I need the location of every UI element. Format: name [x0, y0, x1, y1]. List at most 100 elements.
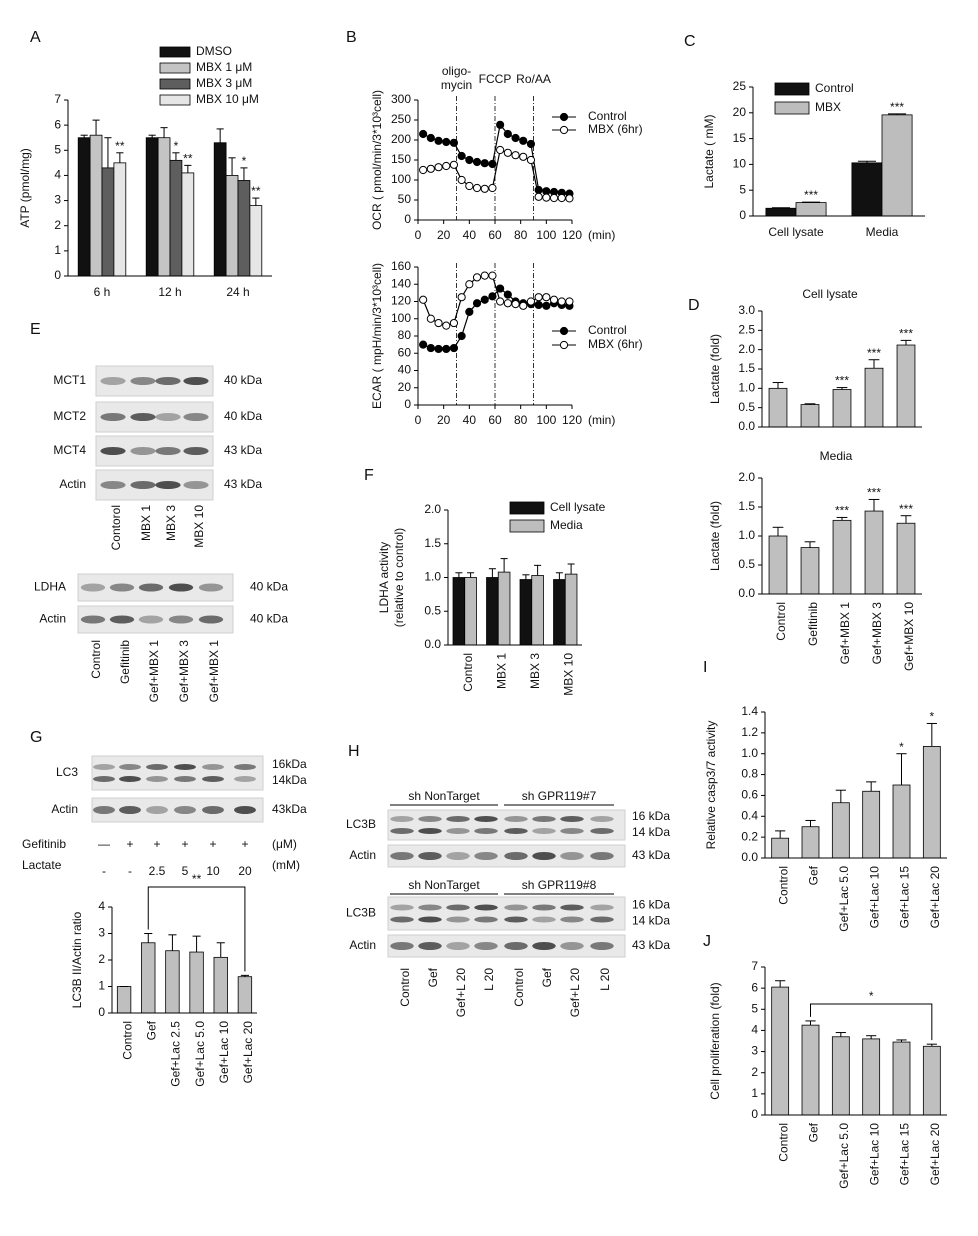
blot-band [146, 764, 168, 770]
blot-band [234, 776, 256, 782]
treatment-mark: - [128, 864, 132, 878]
bar [181, 172, 195, 277]
bar [77, 137, 91, 277]
bar [892, 1041, 911, 1116]
data-point [511, 151, 520, 160]
y-axis-label: Lactate ( mM) [702, 114, 716, 188]
injection-label: Ro/AA [516, 72, 551, 86]
blot-band [202, 764, 224, 770]
bar [145, 137, 159, 277]
legend-swatch [159, 62, 191, 74]
x-tick-label: Control [776, 866, 790, 905]
blot-band [93, 776, 115, 782]
blot-kda: 43 kDa [632, 848, 670, 862]
bar [831, 802, 850, 859]
blot-kda: 43 kDa [224, 443, 262, 457]
data-point [465, 155, 474, 165]
y-tick-label: 2 [751, 1065, 758, 1079]
y-tick-label: 80 [398, 328, 412, 342]
lane-label: Control [89, 640, 103, 679]
bar [157, 137, 171, 277]
y-axis-label: LC3B II/Actin ratio [70, 911, 84, 1008]
lane-label: L 20 [482, 968, 496, 991]
blot-band [146, 806, 168, 814]
blot-band [446, 816, 470, 822]
data-point [449, 138, 459, 147]
legend-marker [559, 112, 569, 122]
blot-band [168, 583, 194, 592]
x-tick-label: Gef+Lac 20 [241, 1021, 255, 1084]
x-tick-label: 20 [437, 228, 451, 242]
data-point [519, 152, 528, 161]
data-point [472, 299, 482, 308]
y-tick-label: 2.0 [738, 470, 755, 484]
y-tick-label: 1.0 [741, 746, 758, 760]
y-tick-label: 1.5 [738, 361, 755, 375]
data-point [480, 271, 489, 280]
significance: *** [867, 486, 881, 500]
y-tick-label: 160 [391, 259, 411, 273]
treatment-mark: + [181, 837, 188, 851]
blot-band [198, 615, 224, 624]
data-point [526, 297, 536, 306]
blot-band [418, 852, 442, 860]
treatment-mark: 10 [206, 864, 220, 878]
x-tick-label: 6 h [94, 285, 111, 299]
y-tick-label: 1 [54, 243, 61, 257]
x-tick-label: Gef+Lac 15 [898, 866, 912, 929]
panel-letter: B [346, 29, 357, 46]
y-tick-label: 0 [751, 1107, 758, 1121]
x-tick-label: 40 [463, 228, 477, 242]
data-point [442, 321, 451, 330]
data-point [557, 297, 566, 306]
lane-label: MBX 3 [164, 505, 178, 541]
blot-band [504, 904, 528, 911]
x-tick-label: 0 [415, 228, 422, 242]
significance: *** [890, 100, 904, 114]
x-tick-label: 60 [488, 228, 502, 242]
y-tick-label: 3 [98, 926, 105, 940]
y-tick-label: 0.0 [424, 637, 441, 651]
data-point [549, 193, 559, 203]
blot-row-label: Actin [349, 848, 376, 862]
bar [851, 162, 883, 217]
bar [771, 837, 790, 859]
blot-kda: 43 kDa [224, 477, 262, 491]
blot-band [80, 583, 106, 592]
y-axis-label: Relative casp3/7 activity [704, 721, 718, 850]
bracket-label: * [869, 989, 874, 1003]
y-tick-label: 0.0 [738, 586, 755, 600]
blot-band [532, 852, 556, 860]
bar [800, 547, 820, 595]
legend-marker [559, 340, 569, 350]
legend-label: DMSO [196, 44, 232, 58]
y-tick-label: 3.0 [738, 303, 755, 317]
bar [801, 826, 820, 859]
blot-band [560, 828, 584, 834]
data-point [434, 163, 443, 172]
blot-band [155, 377, 181, 385]
y-tick-label: 0.0 [738, 419, 755, 433]
bar [531, 575, 544, 646]
bar [922, 1045, 941, 1116]
y-tick-label: 3 [751, 1044, 758, 1058]
blot-band [100, 377, 126, 385]
treatment-mark: + [126, 837, 133, 851]
x-tick-label: 12 h [158, 285, 181, 299]
y-tick-label: 200 [391, 132, 411, 146]
data-point [442, 161, 451, 171]
y-tick-label: 60 [398, 345, 412, 359]
y-tick-label: 6 [54, 117, 61, 131]
blot-strip [387, 809, 626, 841]
treatment-mark: 20 [238, 864, 252, 878]
lane-label: Control [398, 968, 412, 1007]
lane-label: Gef+L 20 [568, 968, 582, 1018]
data-point [526, 155, 536, 165]
y-tick-label: 300 [391, 92, 411, 106]
bar [486, 577, 499, 646]
y-tick-label: 0.5 [738, 400, 755, 414]
y-tick-label: 120 [391, 294, 411, 308]
blot-band [93, 806, 115, 814]
blot-band [446, 916, 470, 923]
